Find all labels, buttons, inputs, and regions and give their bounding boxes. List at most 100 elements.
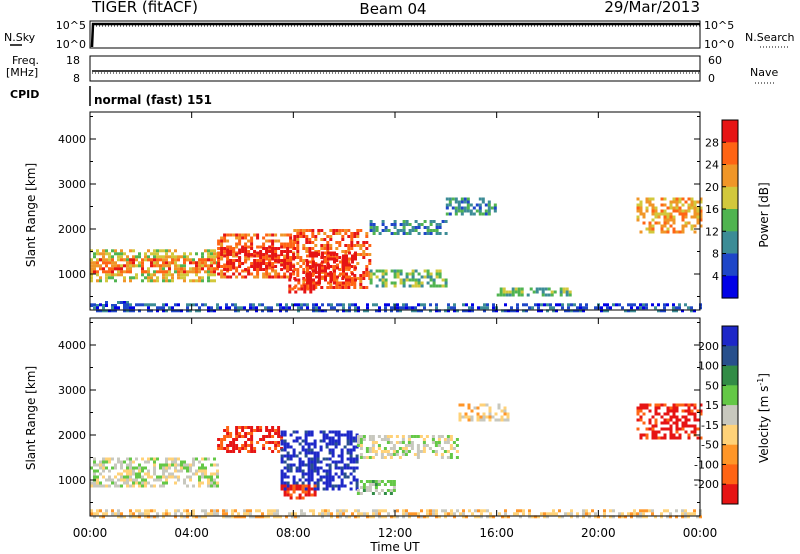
power-cell bbox=[561, 303, 564, 307]
velocity-cell bbox=[325, 469, 329, 473]
power-cell bbox=[235, 245, 239, 249]
power-cell bbox=[225, 303, 228, 307]
velocity-cell bbox=[489, 515, 492, 519]
power-cell bbox=[453, 306, 456, 310]
velocity-cell bbox=[352, 478, 356, 482]
power-cell bbox=[283, 272, 287, 276]
velocity-cell bbox=[150, 484, 153, 488]
power-cell bbox=[117, 306, 120, 310]
power-cell bbox=[180, 264, 183, 268]
power-cell bbox=[289, 245, 293, 249]
power-colorbar-segment bbox=[722, 142, 738, 166]
velocity-cell bbox=[120, 463, 123, 467]
power-cell bbox=[217, 265, 221, 268]
velocity-cell bbox=[392, 483, 396, 486]
velocity-colorbar-tick-label: -15 bbox=[701, 419, 719, 432]
velocity-cell bbox=[666, 412, 670, 416]
velocity-cell bbox=[162, 512, 165, 516]
velocity-cell bbox=[280, 454, 284, 458]
power-cell bbox=[99, 258, 102, 262]
power-cell bbox=[286, 253, 290, 256]
power-cell bbox=[311, 229, 315, 232]
velocity-cell bbox=[660, 421, 664, 425]
velocity-cell bbox=[645, 427, 649, 431]
power-cell bbox=[356, 241, 360, 244]
power-cell bbox=[384, 278, 388, 282]
power-cell bbox=[429, 220, 433, 223]
velocity-cell bbox=[126, 475, 129, 479]
power-cell bbox=[108, 267, 111, 271]
power-cell bbox=[535, 290, 539, 294]
power-cell bbox=[338, 232, 342, 235]
velocity-cell bbox=[300, 509, 303, 513]
velocity-cell bbox=[342, 512, 345, 516]
velocity-cell bbox=[474, 509, 477, 513]
power-cell bbox=[114, 309, 117, 313]
power-cell bbox=[256, 272, 260, 276]
power-cell bbox=[232, 254, 236, 258]
velocity-cell bbox=[378, 515, 381, 519]
velocity-cell bbox=[313, 463, 317, 467]
velocity-cell bbox=[90, 509, 93, 513]
power-cell bbox=[244, 242, 248, 246]
power-cell bbox=[165, 252, 168, 256]
velocity-cell bbox=[295, 487, 299, 491]
velocity-cell bbox=[147, 512, 150, 516]
velocity-cell bbox=[325, 433, 329, 437]
power-cell bbox=[335, 256, 339, 259]
power-cell bbox=[213, 279, 216, 283]
velocity-cell bbox=[138, 484, 141, 488]
power-cell bbox=[330, 306, 333, 310]
power-cell bbox=[645, 206, 649, 210]
velocity-cell bbox=[435, 509, 438, 513]
power-cell bbox=[690, 197, 694, 201]
power-cell bbox=[411, 284, 415, 288]
velocity-cell bbox=[226, 432, 230, 435]
velocity-cell bbox=[693, 427, 697, 431]
velocity-cell bbox=[247, 432, 251, 435]
velocity-cell bbox=[366, 515, 369, 519]
power-cell bbox=[318, 281, 321, 285]
velocity-cell bbox=[313, 460, 317, 464]
velocity-cell bbox=[432, 509, 435, 513]
power-cell bbox=[565, 293, 569, 297]
velocity-cell bbox=[313, 493, 317, 497]
power-cell bbox=[417, 232, 421, 235]
velocity-cell bbox=[144, 484, 147, 488]
velocity-cell bbox=[380, 456, 384, 459]
velocity-cell bbox=[470, 418, 474, 422]
power-cell bbox=[326, 286, 330, 289]
power-cell bbox=[274, 239, 278, 243]
velocity-cell bbox=[286, 445, 290, 449]
power-cell bbox=[478, 203, 482, 207]
power-cell bbox=[141, 267, 144, 271]
power-cell bbox=[132, 261, 135, 265]
velocity-cell bbox=[431, 441, 435, 444]
power-cell bbox=[150, 258, 153, 262]
power-cell bbox=[672, 230, 676, 234]
velocity-cell bbox=[440, 456, 444, 459]
velocity-cell bbox=[452, 441, 456, 444]
velocity-cell bbox=[372, 512, 375, 516]
power-cell bbox=[396, 275, 400, 279]
power-cell bbox=[356, 277, 360, 280]
velocity-cell bbox=[198, 515, 201, 519]
power-cell bbox=[314, 271, 318, 274]
power-cell bbox=[517, 293, 521, 297]
power-cell bbox=[237, 306, 240, 310]
velocity-cell bbox=[316, 460, 320, 464]
power-cell bbox=[402, 232, 406, 235]
velocity-cell bbox=[153, 472, 156, 476]
power-cell bbox=[318, 306, 321, 310]
velocity-cell bbox=[381, 515, 384, 519]
velocity-cell bbox=[582, 512, 585, 516]
velocity-cell bbox=[377, 447, 381, 450]
power-cell bbox=[241, 247, 245, 250]
power-cell bbox=[606, 306, 609, 310]
velocity-cell bbox=[165, 478, 168, 482]
power-cell bbox=[174, 255, 177, 259]
velocity-cell bbox=[129, 475, 132, 479]
power-cell bbox=[156, 276, 159, 280]
nave-right-label: Nave bbox=[750, 66, 778, 79]
power-cell bbox=[396, 272, 400, 276]
